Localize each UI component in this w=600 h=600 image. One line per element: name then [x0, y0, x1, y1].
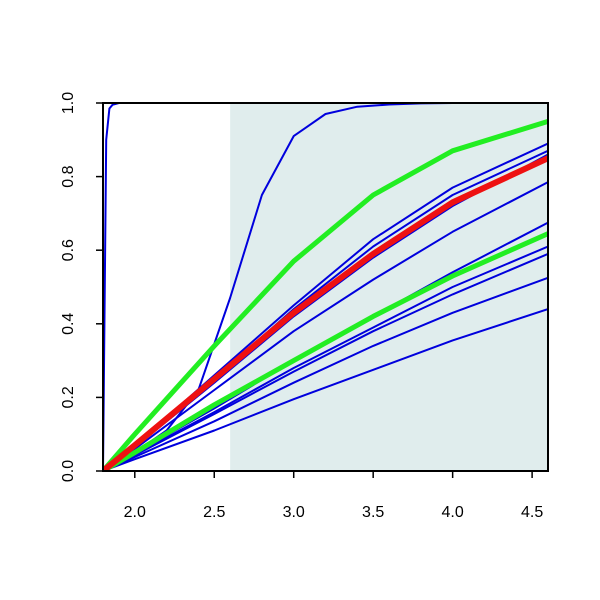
y-tick-label: 0.8 [60, 165, 77, 187]
x-tick-label: 3.5 [362, 504, 384, 521]
shaded-region [230, 103, 548, 471]
series-line-10 [103, 276, 548, 471]
x-tick-label: 4.0 [442, 504, 464, 521]
x-tick-label: 2.0 [124, 504, 146, 521]
y-tick-label: 0.4 [60, 313, 77, 335]
series-line-1 [103, 103, 548, 471]
series-line-13 [103, 231, 548, 471]
y-tick-label: 0.0 [60, 460, 77, 482]
plot-border [102, 102, 549, 472]
y-axis: 0.0 0.2 0.4 0.6 0.8 1.0 [60, 92, 103, 482]
series-line-12 [103, 118, 548, 471]
x-tick-label: 2.5 [203, 504, 225, 521]
x-tick-label: 3.0 [283, 504, 305, 521]
y-tick-label: 0.6 [60, 239, 77, 261]
y-tick-label: 1.0 [60, 92, 77, 114]
y-tick-label: 0.2 [60, 386, 77, 408]
plot-area [102, 102, 549, 472]
x-tick-label: 4.5 [521, 504, 543, 521]
series-line-11 [103, 308, 548, 471]
series-line-14 [103, 155, 548, 471]
x-axis: 2.0 2.5 3.0 3.5 4.0 4.5 [124, 471, 543, 521]
